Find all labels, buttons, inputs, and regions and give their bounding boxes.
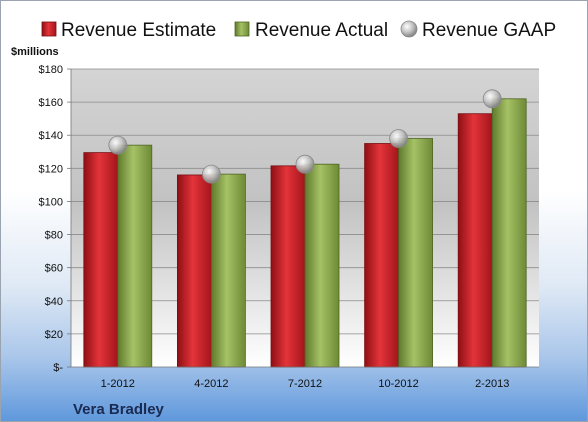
y-tick-label: $120 xyxy=(39,163,63,175)
y-tick-label: $60 xyxy=(45,263,63,275)
x-axis: 1-2012 4-2012 7-2012 10-2012 2-2013 xyxy=(71,366,539,390)
bar-revenue-estimate xyxy=(83,152,119,368)
bar-revenue-actual xyxy=(491,98,527,368)
x-tick-label: 10-2012 xyxy=(378,378,418,390)
bars xyxy=(83,98,527,368)
bar-revenue-estimate xyxy=(176,174,212,368)
legend-label-revenue-gaap: Revenue GAAP xyxy=(422,20,556,41)
legend-marker-revenue-gaap xyxy=(400,20,418,38)
y-tick-label: $- xyxy=(53,362,63,374)
marker-revenue-gaap xyxy=(295,154,315,174)
company-name: Vera Bradley xyxy=(73,401,165,418)
y-tick-label: $80 xyxy=(45,230,63,242)
x-tick-label: 7-2012 xyxy=(288,378,322,390)
bar-revenue-estimate xyxy=(364,143,400,368)
bar-revenue-actual xyxy=(210,173,246,368)
legend-swatch-revenue-actual xyxy=(234,21,250,37)
bar-revenue-estimate xyxy=(457,113,493,368)
marker-revenue-gaap xyxy=(482,89,502,109)
marker-revenue-gaap xyxy=(108,135,128,155)
y-tick-label: $20 xyxy=(45,329,63,341)
y-tick-label: $180 xyxy=(39,64,63,76)
marker-revenue-gaap xyxy=(389,129,409,148)
legend-swatch-revenue-estimate xyxy=(41,21,57,37)
y-axis-unit-label: $millions xyxy=(11,46,59,58)
y-tick-label: $140 xyxy=(39,130,63,142)
bar-revenue-actual xyxy=(398,138,434,368)
x-tick-label: 1-2012 xyxy=(101,378,135,390)
gaap-markers xyxy=(108,89,502,184)
bar-revenue-estimate xyxy=(270,165,306,368)
y-axis: $- $20 $40 $60 $80 $100 $120 $140 $160 $180 xyxy=(39,64,72,374)
legend-label-revenue-estimate: Revenue Estimate xyxy=(61,20,216,41)
y-tick-label: $100 xyxy=(39,196,63,208)
y-tick-label: $160 xyxy=(39,97,63,109)
bar-revenue-actual xyxy=(304,163,340,368)
legend-label-revenue-actual: Revenue Actual xyxy=(255,20,388,41)
marker-revenue-gaap xyxy=(201,164,221,184)
y-tick-label: $40 xyxy=(45,296,63,308)
legend: Revenue Estimate Revenue Actual Revenue … xyxy=(41,20,556,41)
bar-revenue-actual xyxy=(117,144,153,368)
x-tick-label: 2-2013 xyxy=(475,378,509,390)
x-tick-label: 4-2012 xyxy=(194,378,228,390)
